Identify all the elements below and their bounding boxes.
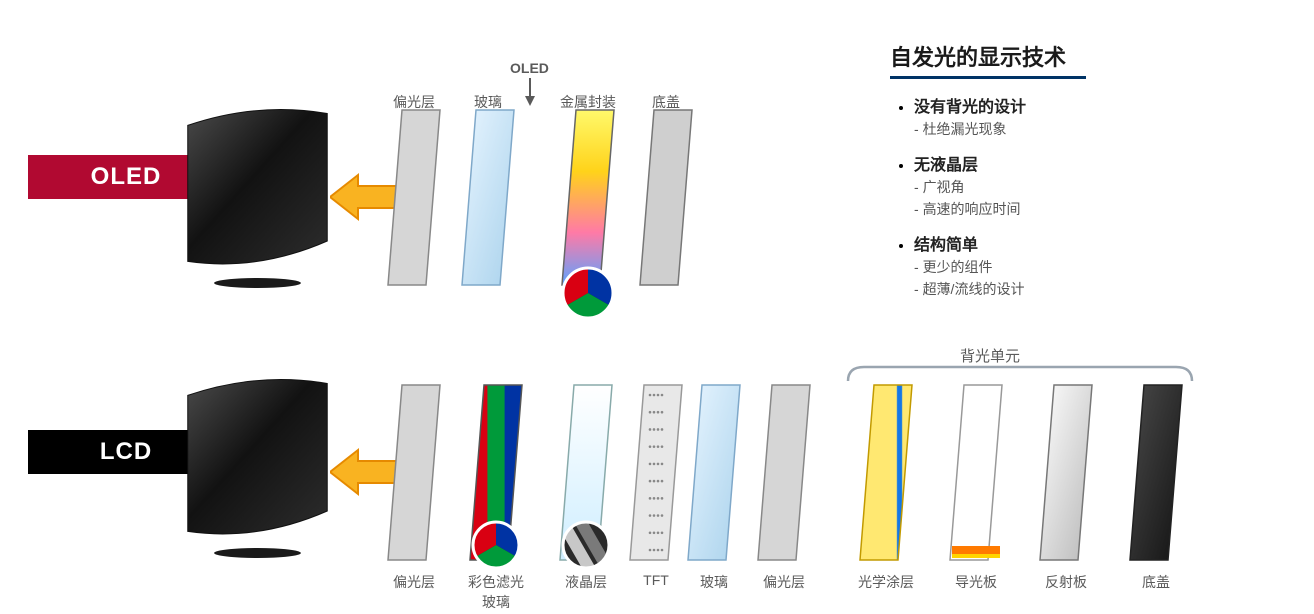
layer-label: 金属封装 [560,92,616,112]
info-bullet-sub: 更少的组件 [914,257,1290,277]
layer-label: TFT [643,572,669,588]
layer-backcover2 [1130,385,1182,560]
layer-optical [860,385,912,560]
info-bullet: 没有背光的设计杜绝漏光现象 [914,93,1290,139]
layer-label: 偏光层 [393,92,435,112]
info-title: 自发光的显示技术 [890,40,1086,79]
backlight-group-label: 背光单元 [960,345,1020,366]
info-panel: 自发光的显示技术 没有背光的设计杜绝漏光现象无液晶层广视角高速的响应时间结构简单… [890,40,1290,315]
info-bullet-title: 结构简单 [914,231,1290,255]
layer-label: 彩色滤光 玻璃 [468,572,524,612]
layer-oled-emissive [562,110,614,285]
layer-label: 偏光层 [393,572,435,592]
layer-label: 玻璃 [474,92,502,112]
info-list: 没有背光的设计杜绝漏光现象无液晶层广视角高速的响应时间结构简单更少的组件超薄/流… [890,93,1290,299]
tv-lcd-icon [180,375,335,565]
info-bullet-sub: 高速的响应时间 [914,199,1290,219]
tv-oled-icon [180,105,335,295]
layer-tft [630,385,682,560]
info-bullet-title: 没有背光的设计 [914,93,1290,117]
layer-label: 导光板 [955,572,997,592]
info-bullet-title: 无液晶层 [914,151,1290,175]
info-bullet: 结构简单更少的组件超薄/流线的设计 [914,231,1290,299]
layer-label: 底盖 [1142,572,1170,592]
grey-stripe-icon [561,520,611,570]
oled-pointer-arrow-icon [520,78,540,106]
layer-reflector [1040,385,1092,560]
oled-pointer-label: OLED [510,60,549,76]
layer-label: 光学涂层 [858,572,914,592]
layer-glass [462,110,514,285]
info-bullet-sub: 广视角 [914,177,1290,197]
info-bullet-sub: 杜绝漏光现象 [914,119,1290,139]
layer-label: 底盖 [652,92,680,112]
layer-polarizer [388,110,440,285]
rgb-dots-icon [471,520,521,570]
info-bullet-sub: 超薄/流线的设计 [914,279,1290,299]
layer-polarizer [388,385,440,560]
backlight-bracket-icon [840,365,1200,383]
layer-polarizer [758,385,810,560]
rgb-dots-icon [561,266,615,320]
layer-label: 液晶层 [565,572,607,592]
layer-backcover [640,110,692,285]
layer-label: 玻璃 [700,572,728,592]
layer-label: 反射板 [1045,572,1087,592]
layer-glass [688,385,740,560]
layer-lightguide [950,385,1002,560]
layer-label: 偏光层 [763,572,805,592]
info-bullet: 无液晶层广视角高速的响应时间 [914,151,1290,219]
